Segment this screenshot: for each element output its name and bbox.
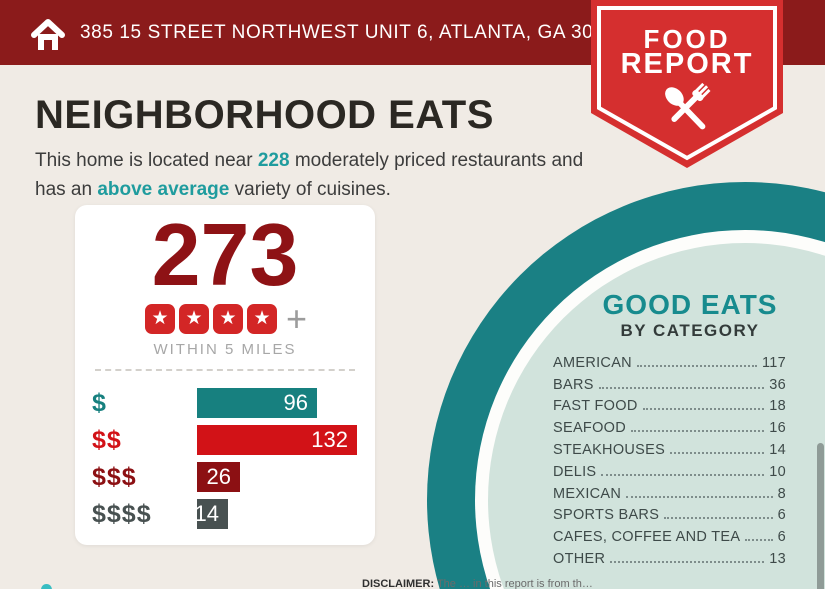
star-icon: ★ xyxy=(178,304,209,334)
ribbon-shape xyxy=(591,0,783,168)
price-bar-row: $$$$ 14 xyxy=(92,499,375,529)
badge-line1: FOOD xyxy=(643,24,731,54)
category-row: AMERICAN 117 xyxy=(553,350,786,372)
category-label: BARS xyxy=(553,376,594,393)
category-row: FAST FOOD 18 xyxy=(553,394,786,416)
dotted-leader xyxy=(631,430,765,433)
category-row: BARS 36 xyxy=(553,372,786,394)
price-tier-label: $$ xyxy=(92,426,122,454)
dotted-leader xyxy=(598,386,765,389)
category-label: DELIS xyxy=(553,463,597,480)
category-label: CAFES, COFFEE AND TEA xyxy=(553,529,741,546)
category-count: 6 xyxy=(777,529,786,546)
logo-mark xyxy=(41,584,52,589)
price-bar-row: $ 96 xyxy=(92,388,375,418)
disclaimer-label: DISCLAIMER: xyxy=(362,578,435,589)
dashed-divider xyxy=(95,369,355,371)
category-row: CAFES, COFFEE AND TEA 6 xyxy=(553,524,786,546)
restaurant-count: 228 xyxy=(257,150,290,171)
price-bar-row: $$$ 26 xyxy=(92,462,375,492)
price-bar-row: $$ 132 xyxy=(92,425,375,455)
page-title: NEIGHBORHOOD EATS xyxy=(35,93,494,137)
intro-highlight: above average xyxy=(97,179,230,200)
dotted-leader xyxy=(636,364,757,367)
food-report-badge: FOOD REPORT xyxy=(591,0,783,172)
category-label: MEXICAN xyxy=(553,485,622,502)
category-label: SPORTS BARS xyxy=(553,507,660,524)
property-address: 385 15 STREET NORTHWEST UNIT 6, ATLANTA,… xyxy=(80,22,627,43)
category-count: 10 xyxy=(769,463,786,480)
intro-text-2: moderately priced restaurants and has an xyxy=(35,150,584,200)
intro-text-1: This home is located near xyxy=(35,150,258,171)
star-icon: ★ xyxy=(212,304,243,334)
categories-subtitle: BY CATEGORY xyxy=(620,321,760,340)
category-row: SEAFOOD 16 xyxy=(553,415,786,437)
category-row: STEAKHOUSES 14 xyxy=(553,437,786,459)
star-icon: ★ xyxy=(144,304,175,334)
radius-subtitle: WITHIN 5 MILES xyxy=(153,341,297,358)
badge-line2: REPORT xyxy=(620,48,754,80)
category-count: 6 xyxy=(777,507,786,524)
star-icon: ★ xyxy=(246,304,277,334)
price-bar: 96 xyxy=(197,388,317,418)
intro-text: This home is located near 228 moderately… xyxy=(35,146,600,204)
category-row: OTHER 13 xyxy=(553,546,786,568)
category-label: OTHER xyxy=(553,550,606,567)
category-label: AMERICAN xyxy=(553,354,632,371)
price-bar: 132 xyxy=(197,425,357,455)
category-label: STEAKHOUSES xyxy=(553,441,666,458)
total-restaurants: 273 xyxy=(151,205,299,304)
price-bar: 26 xyxy=(197,462,240,492)
dotted-leader xyxy=(664,517,773,520)
category-row: MEXICAN 8 xyxy=(553,481,786,503)
summary-card: 273 ★ ★ ★ ★ + WITHIN 5 MILES $ 96 $$ 132… xyxy=(75,205,375,545)
dotted-leader xyxy=(745,539,773,542)
intro-text-3: variety of cuisines. xyxy=(229,179,391,200)
plus-sign: + xyxy=(285,298,308,339)
category-row: DELIS 10 xyxy=(553,459,786,481)
price-bar: 14 xyxy=(195,499,228,529)
category-count: 36 xyxy=(769,376,786,393)
category-list: AMERICAN 117 BARS 36 FAST FOOD 18 SEAFOO… xyxy=(553,350,786,568)
category-count: 14 xyxy=(769,441,786,458)
star-rating: ★ ★ ★ ★ + xyxy=(75,298,375,339)
category-label: SEAFOOD xyxy=(553,420,626,437)
price-bar-chart: $ 96 $$ 132 $$$ 26 $$$$ 14 xyxy=(92,388,375,536)
dotted-leader xyxy=(626,495,773,498)
disclaimer-text: DISCLAIMER: The … in this report is from… xyxy=(362,578,593,589)
price-tier-label: $$$ xyxy=(92,463,137,491)
dotted-leader xyxy=(601,473,765,476)
dotted-leader xyxy=(642,408,765,411)
crossed-spoon-fork-icon xyxy=(665,82,711,130)
price-tier-label: $$$$ xyxy=(92,500,152,528)
categories-title: GOOD EATS xyxy=(602,289,778,320)
category-count: 18 xyxy=(769,398,786,415)
category-count: 8 xyxy=(777,485,786,502)
home-icon xyxy=(31,19,65,50)
category-count: 13 xyxy=(769,550,786,567)
dotted-leader xyxy=(610,560,765,563)
category-label: FAST FOOD xyxy=(553,398,638,415)
dotted-leader xyxy=(670,451,765,454)
category-count: 117 xyxy=(761,354,786,371)
category-row: SPORTS BARS 6 xyxy=(553,503,786,525)
price-tier-label: $ xyxy=(92,389,107,417)
scrollbar-thumb[interactable] xyxy=(817,443,824,589)
category-count: 16 xyxy=(769,420,786,437)
